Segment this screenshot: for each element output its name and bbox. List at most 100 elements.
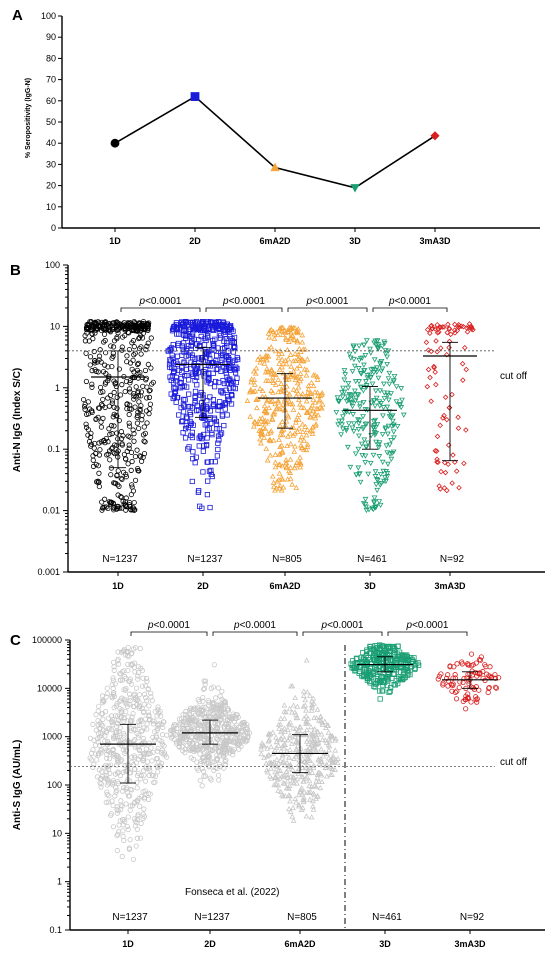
data-point xyxy=(293,780,300,786)
data-point xyxy=(450,452,456,458)
data-point xyxy=(142,367,149,374)
data-point xyxy=(298,806,305,812)
data-point xyxy=(110,444,116,451)
data-point xyxy=(184,384,190,390)
panel-a-x-tick-label: 3D xyxy=(349,236,361,246)
data-point xyxy=(87,354,94,360)
y-tick-label: 100 xyxy=(45,260,60,270)
data-point xyxy=(222,700,228,706)
data-point xyxy=(104,789,110,795)
data-point xyxy=(129,787,135,793)
data-point xyxy=(282,709,289,715)
data-point xyxy=(106,375,112,381)
data-point xyxy=(294,428,301,434)
data-point xyxy=(90,323,96,329)
data-point xyxy=(89,331,95,337)
data-point xyxy=(103,694,109,700)
data-point xyxy=(239,721,245,727)
data-point xyxy=(132,697,139,703)
data-point xyxy=(474,699,480,705)
data-point xyxy=(115,330,121,336)
data-point xyxy=(348,399,354,406)
data-point xyxy=(302,423,309,429)
data-point xyxy=(120,822,126,828)
data-point xyxy=(174,353,181,359)
data-point xyxy=(92,367,98,373)
data-point xyxy=(303,738,310,744)
data-point xyxy=(161,750,168,756)
data-point xyxy=(212,378,219,385)
data-point xyxy=(276,485,283,491)
data-point xyxy=(237,741,243,747)
data-point xyxy=(126,423,133,429)
data-point xyxy=(195,722,201,728)
data-point xyxy=(130,711,136,717)
data-point xyxy=(367,460,374,467)
data-point xyxy=(278,386,285,392)
data-point xyxy=(266,404,272,411)
data-point xyxy=(118,494,124,500)
data-point xyxy=(218,389,224,395)
data-point xyxy=(351,421,357,427)
data-point xyxy=(301,437,308,443)
data-point xyxy=(277,721,284,727)
data-point xyxy=(196,488,202,494)
data-point xyxy=(283,463,290,469)
data-point xyxy=(128,491,134,498)
data-point xyxy=(146,740,152,746)
data-point xyxy=(144,395,150,401)
panel-a: A % Seropositivity (IgG-N) 0102030405060… xyxy=(12,7,540,246)
significance-label: p<0.0001 xyxy=(388,296,431,307)
data-point xyxy=(342,408,349,414)
data-point xyxy=(122,762,128,769)
data-point xyxy=(321,718,328,724)
data-point xyxy=(306,782,313,789)
data-point xyxy=(191,705,197,711)
data-point xyxy=(309,427,316,434)
data-point xyxy=(119,382,125,388)
sample-size-label: N=461 xyxy=(357,554,387,565)
data-point xyxy=(278,748,284,754)
data-point xyxy=(126,420,132,426)
data-point xyxy=(276,360,283,366)
data-point xyxy=(119,442,125,448)
data-point xyxy=(205,478,211,484)
data-point xyxy=(281,725,288,731)
data-point xyxy=(182,426,189,432)
data-point xyxy=(131,431,137,437)
sample-size-label: N=92 xyxy=(440,554,465,565)
data-point xyxy=(118,475,124,481)
data-point xyxy=(255,396,261,402)
data-point xyxy=(110,824,117,830)
data-point xyxy=(287,464,294,470)
data-point xyxy=(122,388,128,395)
data-point xyxy=(150,749,156,756)
data-point xyxy=(289,778,296,784)
data-point xyxy=(355,421,362,427)
data-point xyxy=(143,375,149,381)
data-point xyxy=(102,496,108,502)
data-point xyxy=(294,380,301,386)
data-point xyxy=(468,324,474,330)
data-point xyxy=(231,719,238,725)
data-point xyxy=(440,415,446,421)
data-point xyxy=(222,710,229,717)
significance-label: p<0.0001 xyxy=(306,296,349,307)
data-point xyxy=(203,744,210,750)
data-point xyxy=(113,383,119,390)
data-point xyxy=(222,360,228,367)
data-point xyxy=(97,384,104,391)
data-point xyxy=(83,424,90,430)
data-point xyxy=(111,507,117,513)
data-point xyxy=(119,476,125,482)
data-point xyxy=(109,713,115,719)
data-point xyxy=(282,327,288,333)
data-point xyxy=(402,653,408,659)
data-point xyxy=(279,364,285,370)
data-point xyxy=(135,393,142,399)
data-point xyxy=(460,323,467,330)
data-point xyxy=(171,736,177,743)
data-point xyxy=(197,745,203,752)
data-point xyxy=(434,433,441,440)
data-point xyxy=(129,482,135,488)
